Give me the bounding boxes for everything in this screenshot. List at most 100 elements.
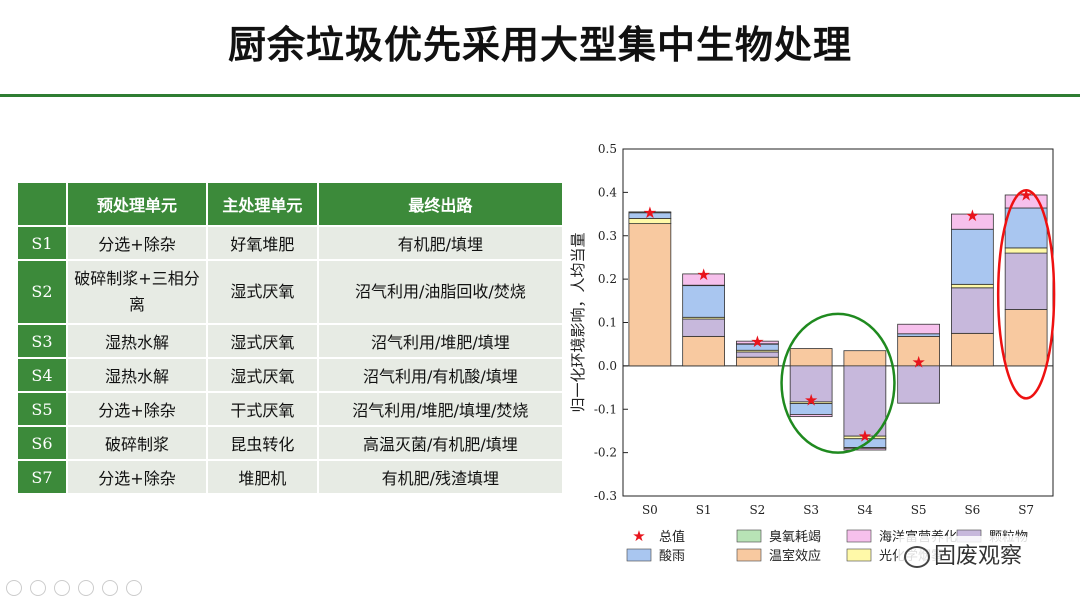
wechat-icon	[904, 546, 930, 568]
x-tick-label: S4	[857, 503, 873, 517]
more-icon[interactable]	[126, 580, 142, 596]
bar-segment	[683, 286, 725, 318]
total-marker: ★	[750, 332, 764, 351]
row-id: S1	[17, 226, 67, 260]
legend-label: 臭氧耗竭	[769, 530, 821, 545]
bar-segment	[736, 357, 778, 366]
row-out: 沼气利用/堆肥/填埋/焚烧	[318, 392, 563, 426]
bar-segment	[683, 319, 725, 336]
legend-swatch	[627, 549, 651, 561]
total-marker: ★	[804, 391, 818, 410]
row-main: 湿式厌氧	[207, 358, 318, 392]
legend-label: 温室效应	[769, 548, 821, 564]
bar-segment	[1005, 253, 1047, 309]
legend-swatch	[737, 530, 761, 542]
total-marker: ★	[911, 353, 925, 372]
row-id: S7	[17, 460, 67, 494]
x-tick-label: S6	[964, 503, 980, 517]
header-cell-main: 主处理单元	[207, 182, 318, 226]
row-id: S3	[17, 324, 67, 358]
bar-segment	[683, 336, 725, 365]
bar-segment	[951, 284, 993, 287]
table-row: S3 湿热水解 湿式厌氧 沼气利用/堆肥/填埋	[17, 324, 563, 358]
row-main: 湿式厌氧	[207, 260, 318, 324]
y-tick-label: -0.2	[594, 446, 617, 460]
legend-swatch	[847, 530, 871, 542]
bar-segment	[1005, 309, 1047, 365]
row-pre: 分选+除杂	[67, 226, 207, 260]
slides-icon[interactable]	[78, 580, 94, 596]
prev-icon[interactable]	[6, 580, 22, 596]
legend-label: 酸雨	[659, 549, 685, 564]
header-cell-id	[17, 182, 67, 226]
page-title: 厨余垃圾优先采用大型集中生物处理	[0, 14, 1080, 69]
row-main: 昆虫转化	[207, 426, 318, 460]
table-row: S4 湿热水解 湿式厌氧 沼气利用/有机酸/填埋	[17, 358, 563, 392]
table-row: S7 分选+除杂 堆肥机 有机肥/残渣填埋	[17, 460, 563, 494]
row-pre: 破碎制浆	[67, 426, 207, 460]
y-tick-label: 0.4	[598, 185, 617, 199]
bar-segment	[629, 224, 671, 366]
row-out: 沼气利用/油脂回收/焚烧	[318, 260, 563, 324]
x-tick-label: S0	[642, 503, 658, 517]
header-cell-pre: 预处理单元	[67, 182, 207, 226]
row-main: 干式厌氧	[207, 392, 318, 426]
y-tick-label: 0.0	[598, 359, 617, 373]
y-tick-label: 0.5	[598, 142, 617, 156]
row-id: S4	[17, 358, 67, 392]
row-out: 有机肥/填埋	[318, 226, 563, 260]
y-tick-label: 0.3	[598, 229, 617, 243]
bar-segment	[951, 229, 993, 284]
row-main: 堆肥机	[207, 460, 318, 494]
row-out: 沼气利用/有机酸/填埋	[318, 358, 563, 392]
row-main: 湿式厌氧	[207, 324, 318, 358]
total-marker: ★	[696, 265, 710, 284]
x-tick-label: S1	[696, 503, 712, 517]
bar-segment	[951, 288, 993, 334]
row-pre: 分选+除杂	[67, 392, 207, 426]
legend-label: 总值	[659, 529, 685, 545]
next-icon[interactable]	[30, 580, 46, 596]
row-id: S6	[17, 426, 67, 460]
total-marker: ★	[858, 426, 872, 445]
row-id: S5	[17, 392, 67, 426]
watermark: 固废观察	[898, 536, 1028, 572]
table-row: S2 破碎制浆+三相分离 湿式厌氧 沼气利用/油脂回收/焚烧	[17, 260, 563, 324]
table-row: S5 分选+除杂 干式厌氧 沼气利用/堆肥/填埋/焚烧	[17, 392, 563, 426]
environmental-impact-chart: -0.3-0.2-0.10.00.10.20.30.40.5归一化环境影响，人均…	[565, 135, 1075, 565]
header-cell-out: 最终出路	[318, 182, 563, 226]
row-id: S2	[17, 260, 67, 324]
row-pre: 湿热水解	[67, 358, 207, 392]
pen-icon[interactable]	[54, 580, 70, 596]
x-tick-label: S2	[749, 503, 765, 517]
total-marker: ★	[1019, 186, 1033, 205]
legend-swatch	[847, 549, 871, 561]
bar-segment	[1005, 248, 1047, 253]
bar-segment	[790, 349, 832, 366]
y-tick-label: -0.3	[594, 489, 617, 503]
x-tick-label: S7	[1018, 503, 1034, 517]
zoom-icon[interactable]	[102, 580, 118, 596]
table-row: S1 分选+除杂 好氧堆肥 有机肥/填埋	[17, 226, 563, 260]
legend-swatch	[737, 549, 761, 561]
row-pre: 破碎制浆+三相分离	[67, 260, 207, 324]
row-out: 沼气利用/堆肥/填埋	[318, 324, 563, 358]
bar-segment	[736, 352, 778, 357]
x-tick-label: S3	[803, 503, 819, 517]
y-tick-label: 0.1	[598, 316, 617, 330]
bar-segment	[951, 333, 993, 366]
process-table: 预处理单元 主处理单元 最终出路 S1 分选+除杂 好氧堆肥 有机肥/填埋 S2…	[16, 181, 564, 495]
watermark-text: 固废观察	[934, 544, 1022, 569]
row-pre: 湿热水解	[67, 324, 207, 358]
y-tick-label: 0.2	[598, 272, 617, 286]
bar-segment	[844, 351, 886, 366]
table-row: S6 破碎制浆 昆虫转化 高温灭菌/有机肥/填埋	[17, 426, 563, 460]
legend-swatch: ★	[632, 527, 645, 545]
total-marker: ★	[643, 203, 657, 222]
row-out: 有机肥/残渣填埋	[318, 460, 563, 494]
bar-segment	[844, 448, 886, 450]
total-marker: ★	[965, 206, 979, 225]
slide-nav-bar	[6, 580, 150, 600]
x-tick-label: S5	[911, 503, 927, 517]
y-axis-label: 归一化环境影响，人均当量	[569, 232, 587, 412]
